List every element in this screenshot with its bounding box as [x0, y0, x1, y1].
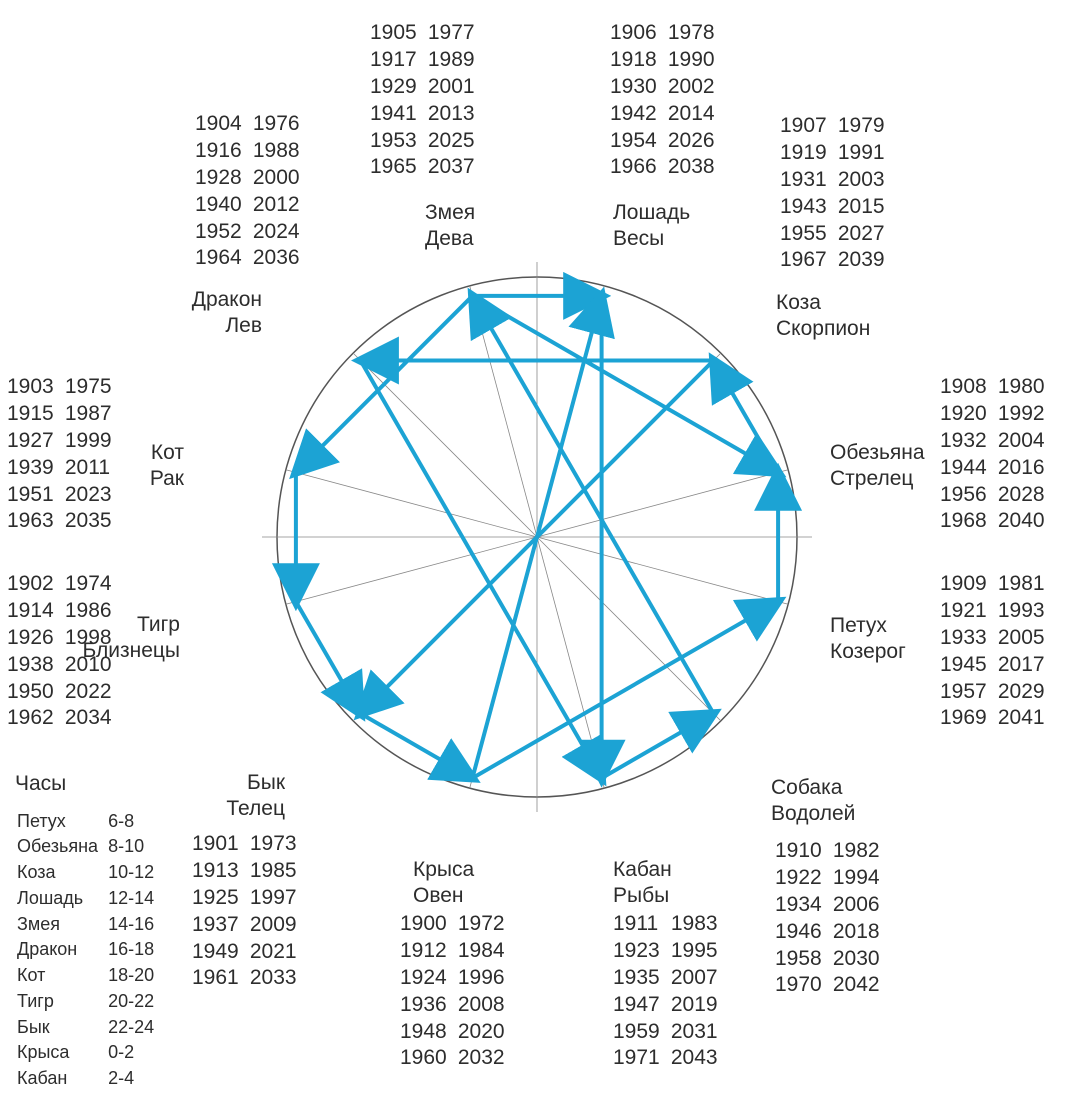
sign-label-obezyana: ОбезьянаСтрелец: [830, 440, 925, 491]
years-byk: 1901 19731913 19851925 19971937 20091949…: [192, 831, 302, 992]
sign-label-kaban: КабанРыбы: [613, 857, 672, 908]
years-kaban: 1911 19831923 19951935 20071947 20191959…: [613, 911, 723, 1072]
sign-label-petuh: ПетухКозерог: [830, 613, 906, 664]
sign-label-zmeya: ЗмеяДева: [425, 200, 475, 251]
years-krysa: 1900 19721912 19841924 19961936 20081948…: [400, 911, 510, 1072]
sign-label-byk: БыкТелец: [165, 770, 285, 821]
years-petuh: 1909 19811921 19931933 20051945 20171957…: [940, 571, 1050, 732]
years-obezyana: 1908 19801920 19921932 20041944 20161956…: [940, 374, 1050, 535]
years-zmeya: 1905 19771917 19891929 20011941 20131953…: [370, 20, 480, 181]
hours-title: Часы: [15, 770, 164, 798]
sign-label-koza: КозаСкорпион: [776, 290, 870, 341]
years-tigr: 1902 19741914 19861926 19981938 20101950…: [7, 571, 117, 732]
years-sobaka: 1910 19821922 19941934 20061946 20181958…: [775, 838, 885, 999]
sign-label-sobaka: СобакаВодолей: [771, 775, 855, 826]
sign-label-drakon: ДраконЛев: [142, 287, 262, 338]
sign-label-loshad: ЛошадьВесы: [613, 200, 690, 251]
years-kot: 1903 19751915 19871927 19991939 20111951…: [7, 374, 117, 535]
hours-table: ЧасыПетух6-8Обезьяна8-10Коза10-12Лошадь1…: [15, 770, 164, 1093]
years-loshad: 1906 19781918 19901930 20021942 20141954…: [610, 20, 720, 181]
sign-label-krysa: КрысаОвен: [413, 857, 474, 908]
years-drakon: 1904 19761916 19881928 20001940 20121952…: [195, 111, 305, 272]
years-koza: 1907 19791919 19911931 20031943 20151955…: [780, 113, 890, 274]
